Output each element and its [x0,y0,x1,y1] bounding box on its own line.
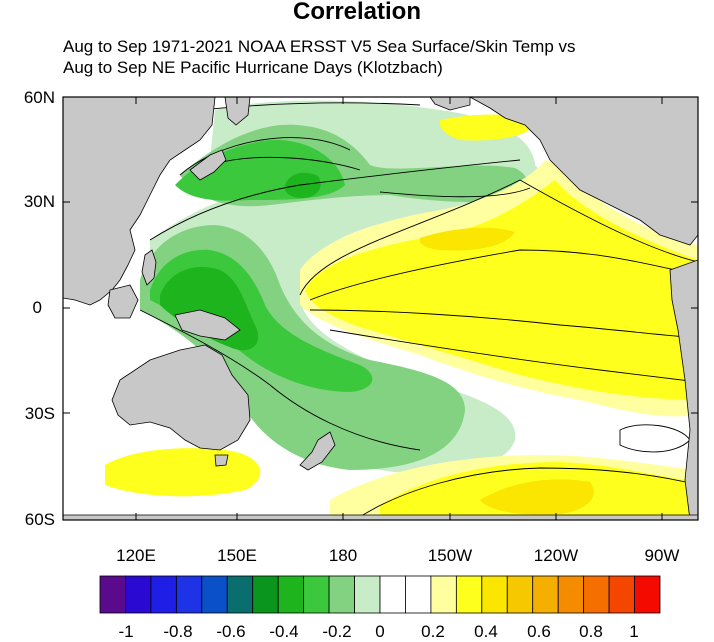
colorbar-swatch [481,575,508,614]
land-tasmania [214,454,229,467]
land-antarctica-edge [63,514,698,520]
land-asia [63,97,216,306]
colorbar-tick-label: 0 [375,622,385,641]
land-south-america [669,259,698,520]
subtitle-line-1: Aug to Sep 1971-2021 NOAA ERSST V5 Sea S… [63,37,576,56]
lon-label-150e: 150E [217,546,257,565]
colorbar-tick-label: -0.4 [269,622,299,641]
lon-ticks [135,97,663,520]
colorbar-tick-label: 0.8 [579,622,603,641]
colorbar-swatch [99,575,126,614]
subtitle-line-2: Aug to Sep NE Pacific Hurricane Days (Kl… [63,58,443,77]
colorbar-tick-label: 0.6 [527,622,551,641]
land-australia [111,344,251,451]
colorbar-swatch [455,575,483,614]
land-new-guinea [174,309,241,341]
lat-label-30s: 30S [24,404,55,423]
lon-label-150w: 150W [427,546,473,565]
colorbar-tick-label: -0.6 [216,622,246,641]
region-neg-0.4-core [284,172,321,198]
colorbar-swatch [379,575,406,614]
lon-label-90w: 90W [644,546,680,565]
colorbar-swatch [506,575,534,614]
colorbar-swatch [405,575,432,614]
colorbar-swatch [303,575,330,614]
region-pos-0.3-south [480,479,594,515]
colorbar-swatch [354,575,381,614]
lat-label-30n: 30N [23,192,55,211]
land-philippines [141,249,157,286]
lat-label-60s: 60S [24,510,55,529]
colorbar-swatch [634,575,661,614]
lon-label-180: 180 [328,546,358,565]
lat-ticks [63,96,698,521]
region-pos-0.3-east [419,227,515,251]
chart-title: Correlation [292,0,421,25]
land-masses [63,97,698,520]
colorbar-tick-label: 1 [629,622,639,641]
lat-label-eq: 0 [32,298,42,317]
region-pos-0.2-east [305,180,698,400]
land-borneo [107,284,139,319]
contour-lines [139,102,698,520]
colorbar-swatch [175,575,203,614]
colorbar-swatch [557,575,585,614]
colorbar-swatch [532,575,559,614]
colorbar [99,575,661,614]
colorbar-swatch [150,575,177,614]
colorbar-tick-label: -0.2 [322,622,352,641]
colorbar-swatch [583,575,610,614]
colorbar-swatch [226,575,254,614]
lon-label-120e: 120E [116,546,156,565]
colorbar-swatch [608,575,635,614]
colorbar-swatch [252,575,279,614]
colorbar-swatch [430,575,457,614]
colorbar-tick-label: 0.4 [474,622,498,641]
lon-label-120w: 120W [533,546,579,565]
colorbar-tick-label: 0.2 [421,622,445,641]
land-north-america [469,97,698,246]
colorbar-swatch [125,575,152,614]
colorbar-swatch [277,575,305,614]
land-japan [189,149,227,181]
colorbar-swatch [201,575,228,614]
land-kamchatka [224,97,251,126]
region-pos-0.1-north [439,114,535,141]
colorbar-tick-label: -1 [118,622,134,641]
chart-subtitle: Aug to Sep 1971-2021 NOAA ERSST V5 Sea S… [63,36,576,78]
map-plot-area [63,97,698,520]
land-new-zealand [299,431,336,471]
colorbar-swatch [328,575,355,614]
lat-label-60n: 60N [23,88,55,107]
colorbar-tick-label: -0.8 [163,622,193,641]
